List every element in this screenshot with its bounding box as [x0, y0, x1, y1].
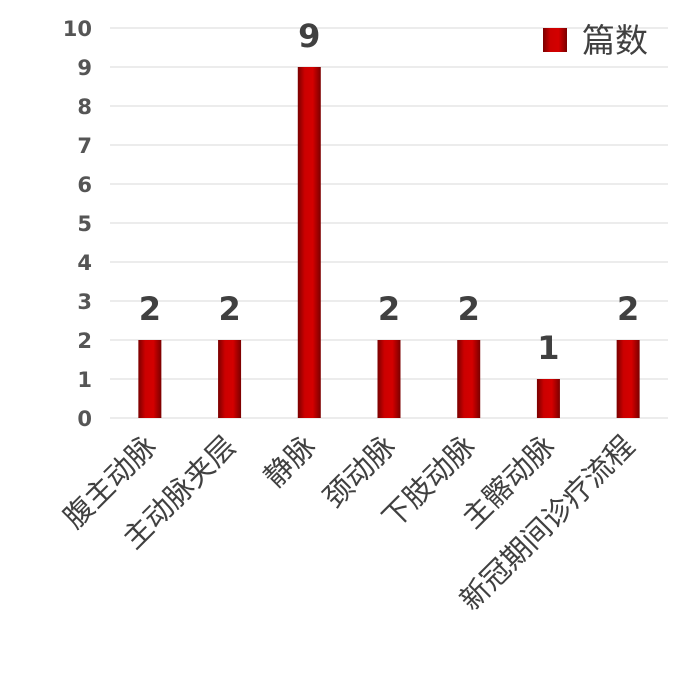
data-labels: 2 2 9 2 2 1 2 — [139, 17, 640, 367]
y-axis-ticks: 0 1 2 3 4 5 6 7 8 9 10 — [63, 17, 92, 431]
bar — [457, 340, 481, 418]
legend-label: 篇数 — [582, 21, 648, 60]
data-label: 2 — [139, 290, 161, 328]
data-label: 2 — [218, 290, 240, 328]
bar — [616, 340, 640, 418]
y-tick-label: 1 — [77, 368, 92, 392]
bar — [377, 340, 401, 418]
data-label: 2 — [378, 290, 400, 328]
bar — [536, 379, 560, 418]
legend-swatch — [543, 28, 567, 52]
bar — [138, 340, 162, 418]
data-label: 2 — [458, 290, 480, 328]
grid-lines — [110, 27, 668, 419]
bars — [138, 67, 640, 418]
legend: 篇数 — [543, 21, 648, 60]
y-tick-label: 0 — [77, 407, 92, 431]
y-tick-label: 9 — [77, 56, 92, 80]
y-tick-label: 7 — [77, 134, 92, 158]
y-tick-label: 8 — [77, 95, 92, 119]
x-category-label: 静脉 — [257, 429, 322, 494]
bar — [218, 340, 242, 418]
y-tick-label: 10 — [63, 17, 92, 41]
data-label: 2 — [617, 290, 639, 328]
data-label: 9 — [298, 17, 320, 55]
y-tick-label: 4 — [77, 251, 92, 275]
y-tick-label: 2 — [77, 329, 92, 353]
y-tick-label: 3 — [77, 290, 92, 314]
bar — [297, 67, 321, 418]
y-tick-label: 5 — [77, 212, 92, 236]
y-tick-label: 6 — [77, 173, 92, 197]
data-label: 1 — [537, 329, 559, 367]
